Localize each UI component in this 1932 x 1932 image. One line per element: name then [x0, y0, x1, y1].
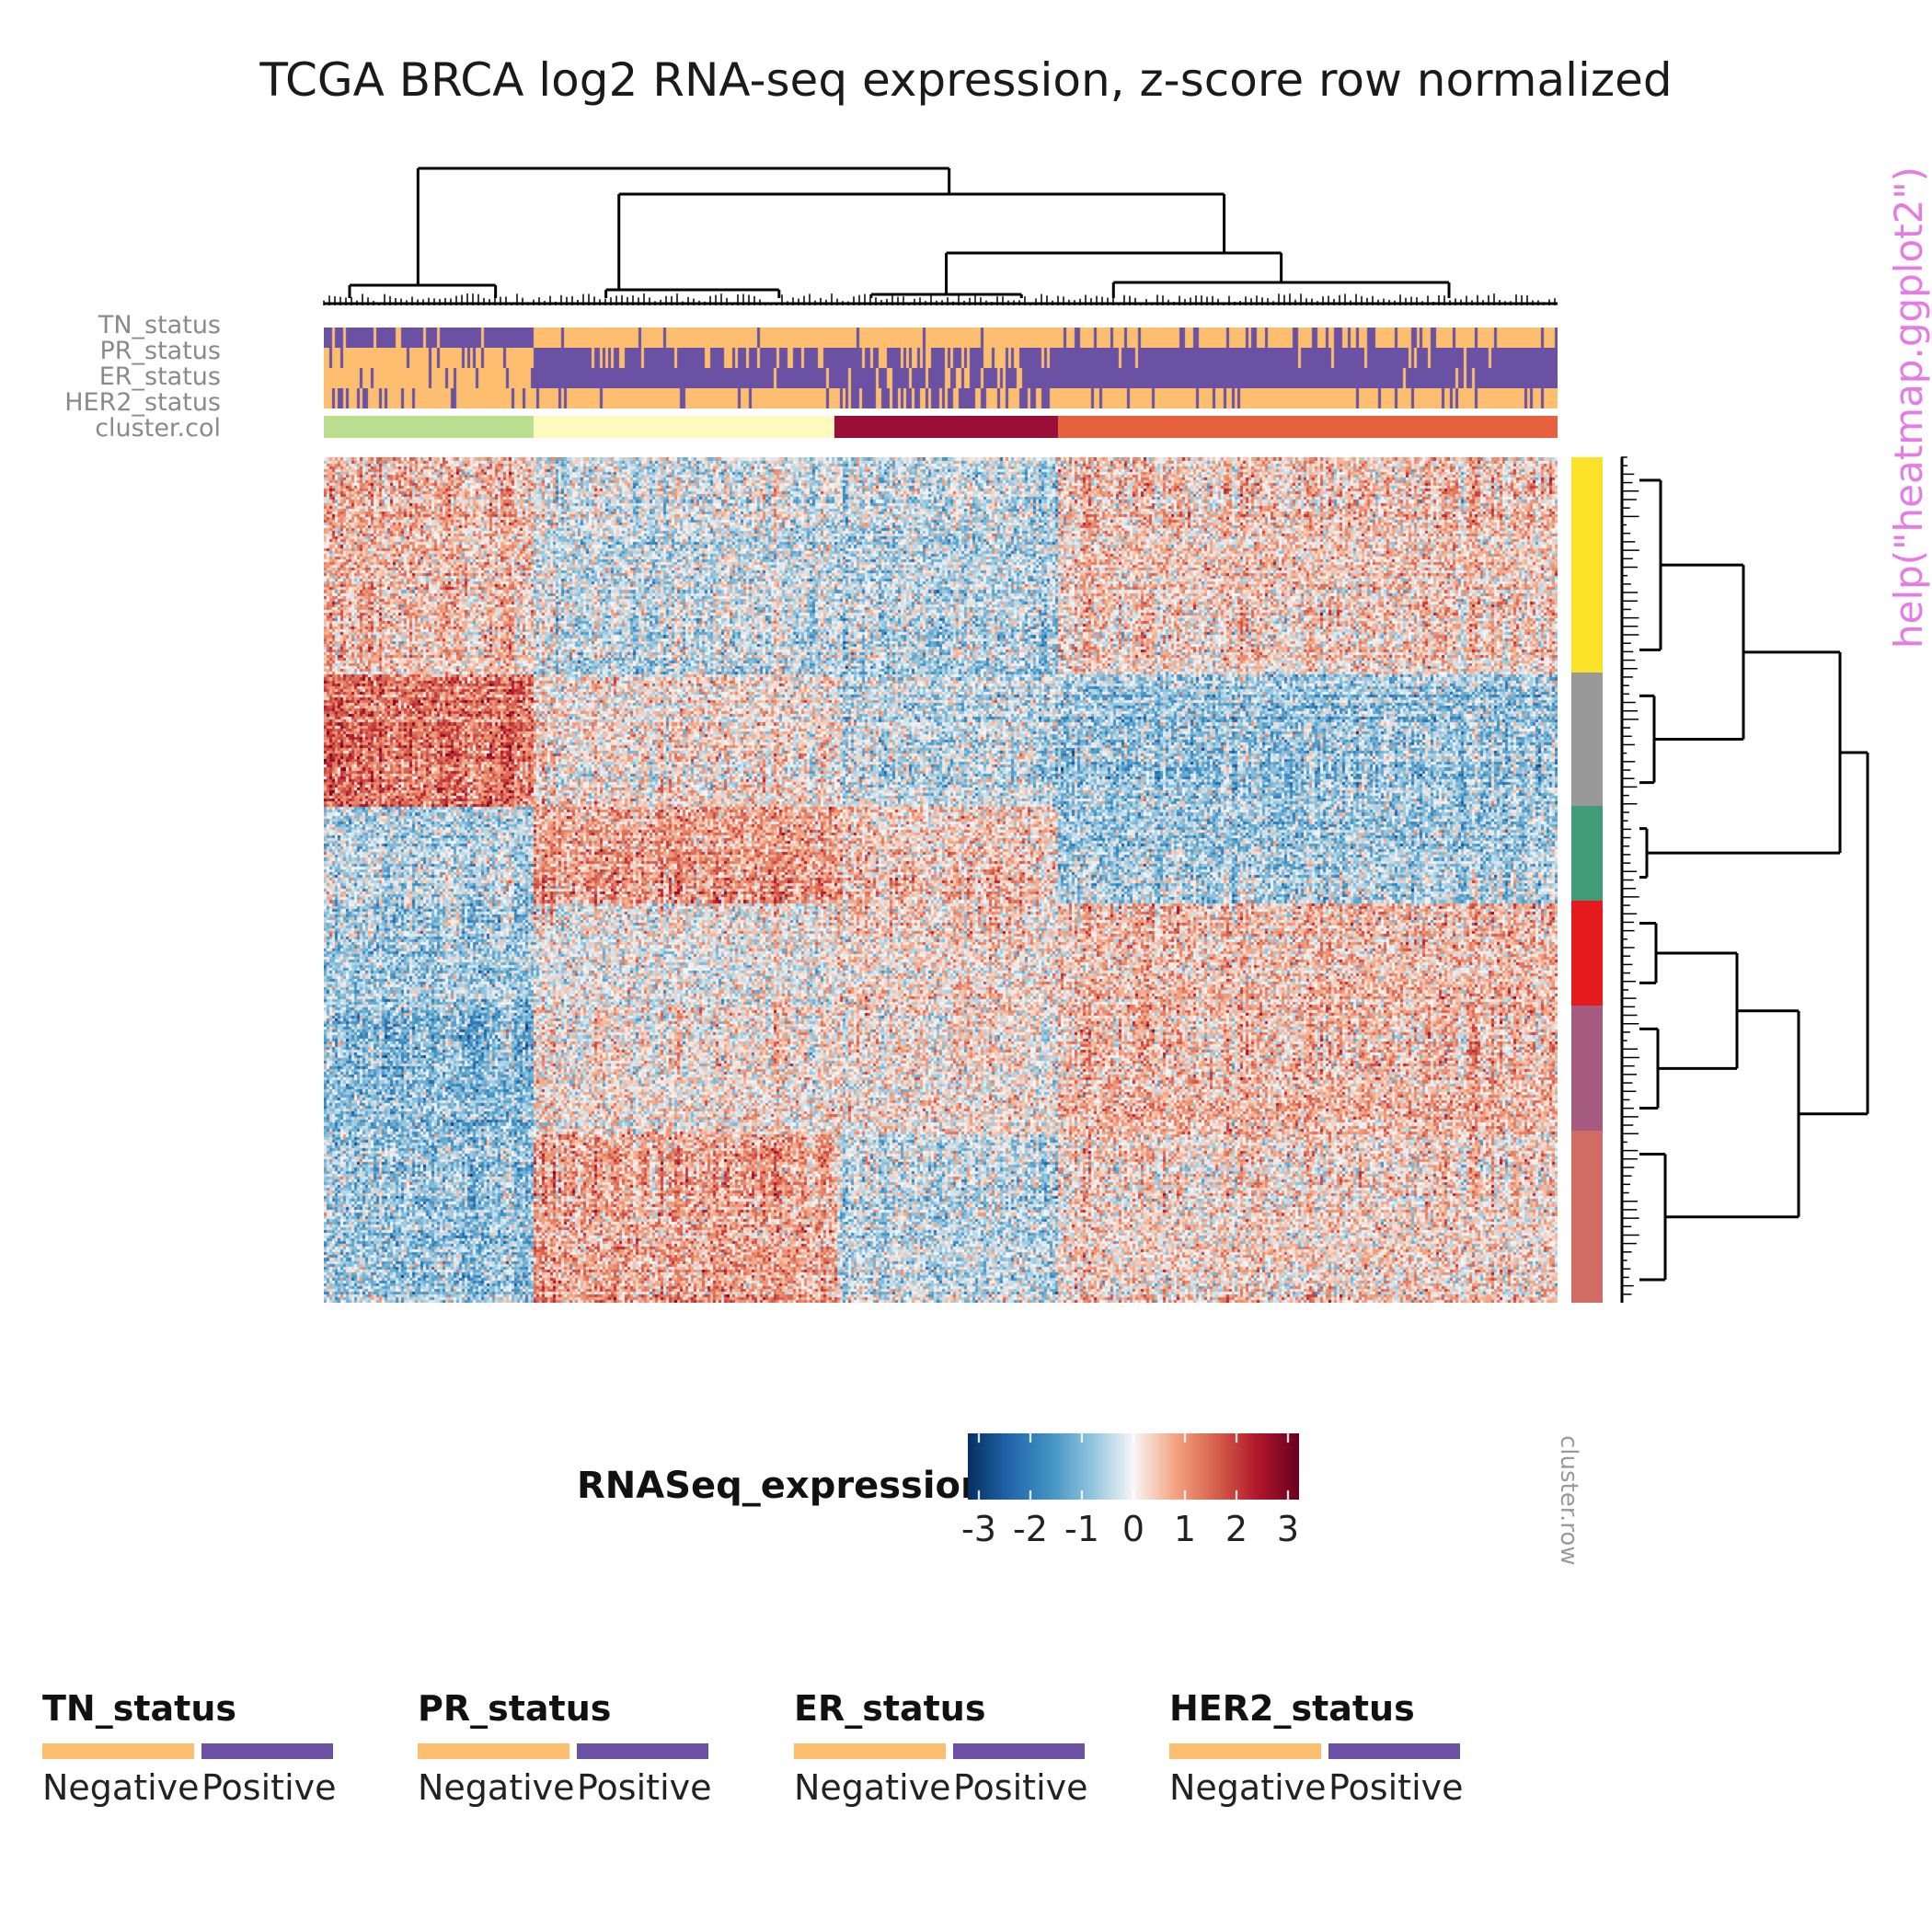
legend-swatch: [418, 1743, 569, 1759]
legend-level-label: Positive: [577, 1767, 712, 1808]
legend-swatch: [794, 1743, 946, 1759]
legend-title: TN_status: [42, 1688, 236, 1729]
annotation-bar-pr: [324, 348, 1558, 368]
legend-level-label: Positive: [953, 1767, 1088, 1808]
column-cluster-1: [324, 416, 534, 438]
column-cluster-2: [533, 416, 835, 438]
color-key-tick-label: 2: [1225, 1509, 1248, 1549]
row-cluster-4: [1571, 900, 1603, 1006]
row-cluster-3: [1571, 805, 1603, 901]
legend-swatch: [201, 1743, 333, 1759]
color-key-gradient: [968, 1433, 1299, 1500]
legend-level-label: Negative: [42, 1767, 200, 1808]
annotation-label-pr: PR_status: [99, 337, 221, 365]
color-key-tick-label: 0: [1121, 1509, 1145, 1549]
chart-title: TCGA BRCA log2 RNA-seq expression, z-sco…: [259, 53, 1673, 107]
legend-er-status: ER_status Negative Positive: [794, 1688, 1088, 1808]
legend-swatch: [577, 1743, 708, 1759]
annotation-bar-her2: [324, 388, 1558, 408]
row-cluster-1: [1571, 457, 1603, 673]
legend-keys: Negative Positive: [418, 1743, 712, 1808]
legend-swatch: [1328, 1743, 1460, 1759]
annotation-bar-tn: [324, 328, 1558, 348]
annotation-label-cluster-col: cluster.col: [95, 414, 221, 443]
legend-title: HER2_status: [1169, 1688, 1415, 1729]
legend-keys: Negative Positive: [794, 1743, 1088, 1808]
legend-title: PR_status: [418, 1688, 612, 1729]
annotation-label-er: ER_status: [98, 362, 221, 391]
color-key-tick-label: 3: [1276, 1509, 1300, 1549]
legend-level-label: Negative: [1169, 1767, 1327, 1808]
heatmap-matrix: [324, 457, 1558, 1303]
color-key-tick-label: -2: [1013, 1509, 1048, 1549]
legend-swatch: [1169, 1743, 1321, 1759]
color-key-tick-label: 1: [1173, 1509, 1197, 1549]
annotation-label-tn: TN_status: [98, 311, 221, 339]
color-key-tick-label: -3: [961, 1509, 996, 1549]
legend-swatch: [953, 1743, 1085, 1759]
legend-level-label: Negative: [418, 1767, 575, 1808]
row-cluster-5: [1571, 1006, 1603, 1132]
legend-keys: Negative Positive: [42, 1743, 337, 1808]
legend-her2-status: HER2_status Negative Positive: [1169, 1688, 1464, 1808]
legend-title: ER_status: [794, 1688, 986, 1729]
row-cluster-2: [1571, 673, 1603, 806]
side-note: help("heatmap.ggplot2"): [1886, 166, 1931, 649]
row-cluster-bar: [1571, 457, 1603, 1303]
color-key-title: RNASeq_expression: [577, 1465, 987, 1507]
legend-level-label: Positive: [201, 1767, 337, 1808]
legend-level-label: Negative: [794, 1767, 951, 1808]
column-cluster-bar: [324, 416, 1558, 438]
column-dendrogram: [323, 167, 1558, 305]
annotation-label-her2: HER2_status: [64, 388, 221, 417]
color-key-tick-label: -1: [1064, 1509, 1099, 1549]
row-cluster-label: cluster.row: [1555, 1435, 1582, 1566]
column-cluster-3: [834, 416, 1058, 438]
legend-pr-status: PR_status Negative Positive: [418, 1688, 712, 1808]
row-cluster-6: [1571, 1131, 1603, 1303]
legend-tn-status: TN_status Negative Positive: [42, 1688, 337, 1808]
legend-swatch: [42, 1743, 194, 1759]
row-dendrogram: [1620, 456, 1869, 1303]
legend-level-label: Positive: [1328, 1767, 1464, 1808]
column-cluster-4: [1057, 416, 1558, 438]
legend-keys: Negative Positive: [1169, 1743, 1464, 1808]
annotation-bar-er: [324, 368, 1558, 388]
